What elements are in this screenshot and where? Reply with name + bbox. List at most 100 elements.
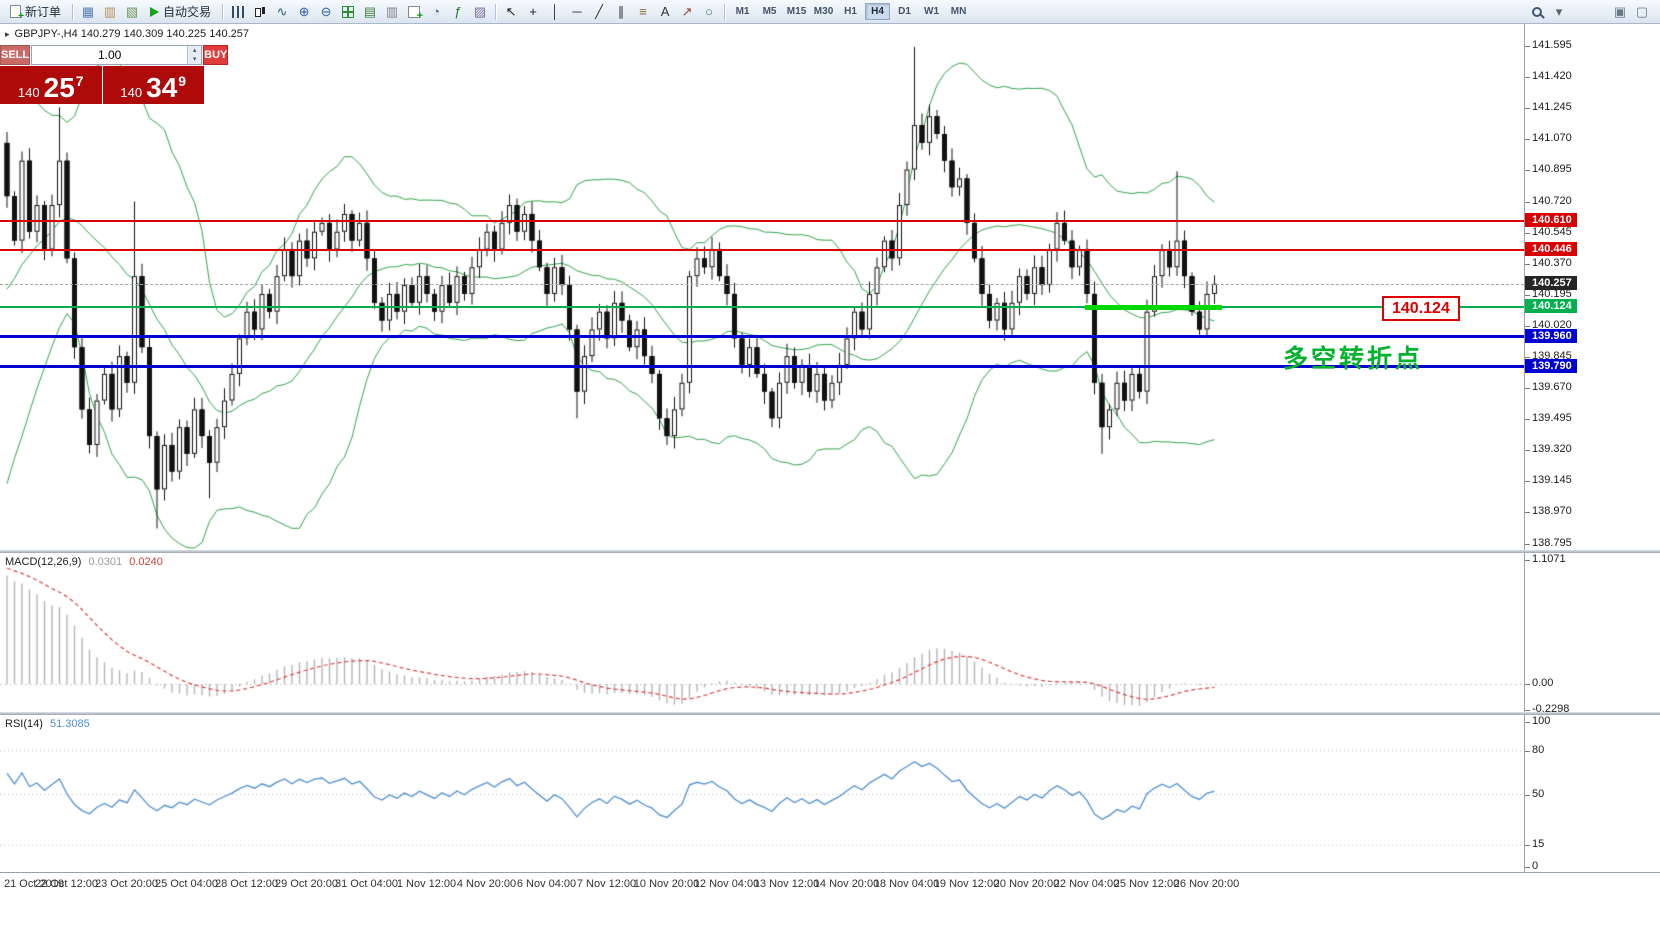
pane-splitter[interactable] (0, 550, 1660, 553)
macd-pane: MACD(12,26,9) 0.0301 0.0240 1.1071 0.00 -0… (0, 553, 1660, 712)
indicators-icon[interactable]: ƒ (454, 4, 462, 19)
current-price-line[interactable] (0, 284, 1524, 285)
timeframe-w1-button[interactable]: W1 (924, 6, 940, 17)
sell-price-display[interactable]: 140 25 7 (0, 66, 102, 104)
toolbar-separator (724, 3, 726, 20)
chart-cycle-icon[interactable]: ◔ (432, 4, 440, 19)
resistance-line-lower-tag: 140.446 (1525, 242, 1577, 256)
market-watch-icon[interactable]: ▦ (81, 3, 95, 19)
new-chart-icon[interactable] (404, 3, 424, 22)
price-axis-label: 141.245 (1525, 101, 1572, 114)
price-axis-label: 140.195 (1525, 287, 1572, 300)
timeframe-h4-button[interactable]: H4 (865, 3, 891, 20)
text-icon[interactable]: A (660, 4, 670, 19)
rsi-name: RSI(14) (5, 718, 43, 730)
time-axis-label: 31 Oct 04:00 (335, 878, 398, 890)
timeframe-mn-button[interactable]: MN (950, 6, 967, 17)
chart-menu-icon[interactable]: ▸ (5, 28, 10, 39)
time-axis-label: 22 Oct 12:00 (35, 878, 98, 890)
macd-name: MACD(12,26,9) (5, 556, 82, 568)
price-axis: 141.595 141.420 141.245 141.070 140.895 140.7… (1524, 24, 1660, 550)
rsi-indicator-label: RSI(14) 51.3085 (5, 718, 90, 730)
time-axis-label: 10 Nov 20:00 (633, 878, 700, 890)
chart-bars-icon[interactable] (228, 3, 248, 21)
price-axis-label: 139.320 (1525, 443, 1572, 456)
trendline-icon[interactable]: ╱ (595, 3, 603, 19)
arrange-windows-icon[interactable]: ▤ (363, 3, 377, 19)
macd-signal-value: 0.0240 (129, 556, 163, 568)
volume-down-button[interactable]: ▾ (188, 55, 202, 64)
rsi-axis-label: 0 (1524, 860, 1539, 872)
chart-line-icon[interactable]: ∿ (276, 3, 288, 19)
horizontal-line-icon[interactable]: ─ (572, 4, 582, 19)
price-axis-label: 141.070 (1525, 132, 1572, 145)
auto-trading-button[interactable]: 自动交易 (143, 2, 218, 22)
resistance-line-upper[interactable] (0, 220, 1524, 222)
zoom-in-icon[interactable]: ⊕ (298, 3, 310, 19)
resistance-line-lower[interactable] (0, 249, 1524, 251)
buy-price-frac: 9 (178, 73, 187, 89)
zoom-out-icon[interactable]: ⊖ (320, 3, 332, 19)
timeframe-m1-button[interactable]: M1 (735, 6, 750, 17)
time-axis-label: 22 Nov 04:00 (1053, 878, 1120, 890)
toolbar: 新订单 ▦ ▥ ▧ 自动交易 ∿ ⊕ ⊖ ▤ ▥ ◔ ƒ ▨ ↖ + │ ─ ╱ ∥ ≡ A ↗ ○ M1 M5 M15… (0, 0, 1660, 24)
timeframe-m5-button[interactable]: M5 (762, 6, 777, 17)
timeframe-m15-button[interactable]: M15 (786, 6, 807, 17)
pane-splitter[interactable] (0, 712, 1660, 715)
support-highlight-segment[interactable] (1085, 305, 1222, 310)
price-axis-label: 140.370 (1525, 256, 1572, 269)
support-line-upper-tag: 139.960 (1525, 329, 1577, 343)
channel-icon[interactable]: ∥ (617, 3, 625, 19)
fibonacci-icon[interactable]: ≡ (639, 4, 647, 19)
time-axis: 21 Oct 2019 22 Oct 12:00 23 Oct 20:00 25 Oc… (0, 872, 1660, 896)
pivot-price-line-tag: 140.124 (1525, 299, 1577, 313)
turning-point-annotation[interactable]: 多空转折点 (1283, 345, 1424, 373)
tile-windows-icon[interactable] (338, 3, 358, 21)
macd-axis-label: 1.1071 (1525, 553, 1566, 565)
search-chevron-icon[interactable]: ▾ (1555, 3, 1563, 19)
cursor-icon[interactable]: ↖ (505, 3, 517, 19)
volume-input[interactable] (32, 46, 188, 64)
arrows-icon[interactable]: ↗ (681, 3, 693, 19)
price-annotation-label[interactable]: 140.124 (1382, 296, 1460, 321)
window-filler (0, 896, 1660, 948)
timeframe-m30-button[interactable]: M30 (813, 6, 834, 17)
rsi-axis: 100 80 50 15 0 (1524, 715, 1660, 872)
window-float-icon[interactable]: ▢ (1635, 3, 1649, 19)
support-line-upper[interactable] (0, 335, 1524, 338)
cascade-windows-icon[interactable]: ▥ (385, 3, 399, 19)
timeframe-d1-button[interactable]: D1 (898, 6, 911, 17)
chart-header: ▸ GBPJPY-,H4 140.279 140.309 140.225 140… (5, 28, 249, 40)
price-axis-label: 138.970 (1525, 505, 1572, 518)
pivot-price-line[interactable] (0, 306, 1524, 308)
buy-button[interactable]: BUY (203, 45, 229, 65)
auto-trading-label: 自动交易 (163, 5, 212, 19)
volume-up-button[interactable]: ▴ (188, 46, 202, 55)
time-axis-label: 28 Oct 12:00 (215, 878, 278, 890)
macd-axis-label: -0.2298 (1524, 703, 1569, 712)
macd-canvas[interactable] (0, 553, 1524, 712)
toolbar-separator (222, 3, 224, 20)
timeframe-h1-button[interactable]: H1 (844, 6, 857, 17)
buy-price-display[interactable]: 140 34 9 (102, 66, 204, 104)
sell-button[interactable]: SELL (0, 45, 31, 65)
price-chart-canvas[interactable] (0, 24, 1524, 550)
shapes-icon[interactable]: ○ (705, 4, 713, 19)
rsi-canvas[interactable] (0, 715, 1524, 872)
price-axis-label: 141.595 (1525, 39, 1572, 52)
window-tile-icon[interactable]: ▣ (1613, 3, 1627, 19)
search-icon[interactable] (1527, 3, 1547, 21)
support-line-lower[interactable] (0, 365, 1524, 368)
chart-window: ▸ GBPJPY-,H4 140.279 140.309 140.225 140… (0, 24, 1660, 948)
sell-price-pips: 25 (43, 72, 75, 104)
navigator-icon[interactable]: ▧ (125, 3, 139, 19)
price-axis-label: 139.495 (1525, 412, 1572, 425)
data-window-icon[interactable]: ▥ (103, 3, 117, 19)
chart-candles-icon[interactable] (250, 3, 270, 21)
templates-icon[interactable]: ▨ (473, 3, 487, 19)
vertical-line-icon[interactable]: │ (550, 4, 560, 19)
rsi-axis-label: 50 (1524, 787, 1545, 800)
time-axis-label: 21 Oct 2019 (4, 878, 64, 890)
new-order-button[interactable]: 新订单 (3, 2, 68, 22)
crosshair-icon[interactable]: + (529, 4, 537, 19)
